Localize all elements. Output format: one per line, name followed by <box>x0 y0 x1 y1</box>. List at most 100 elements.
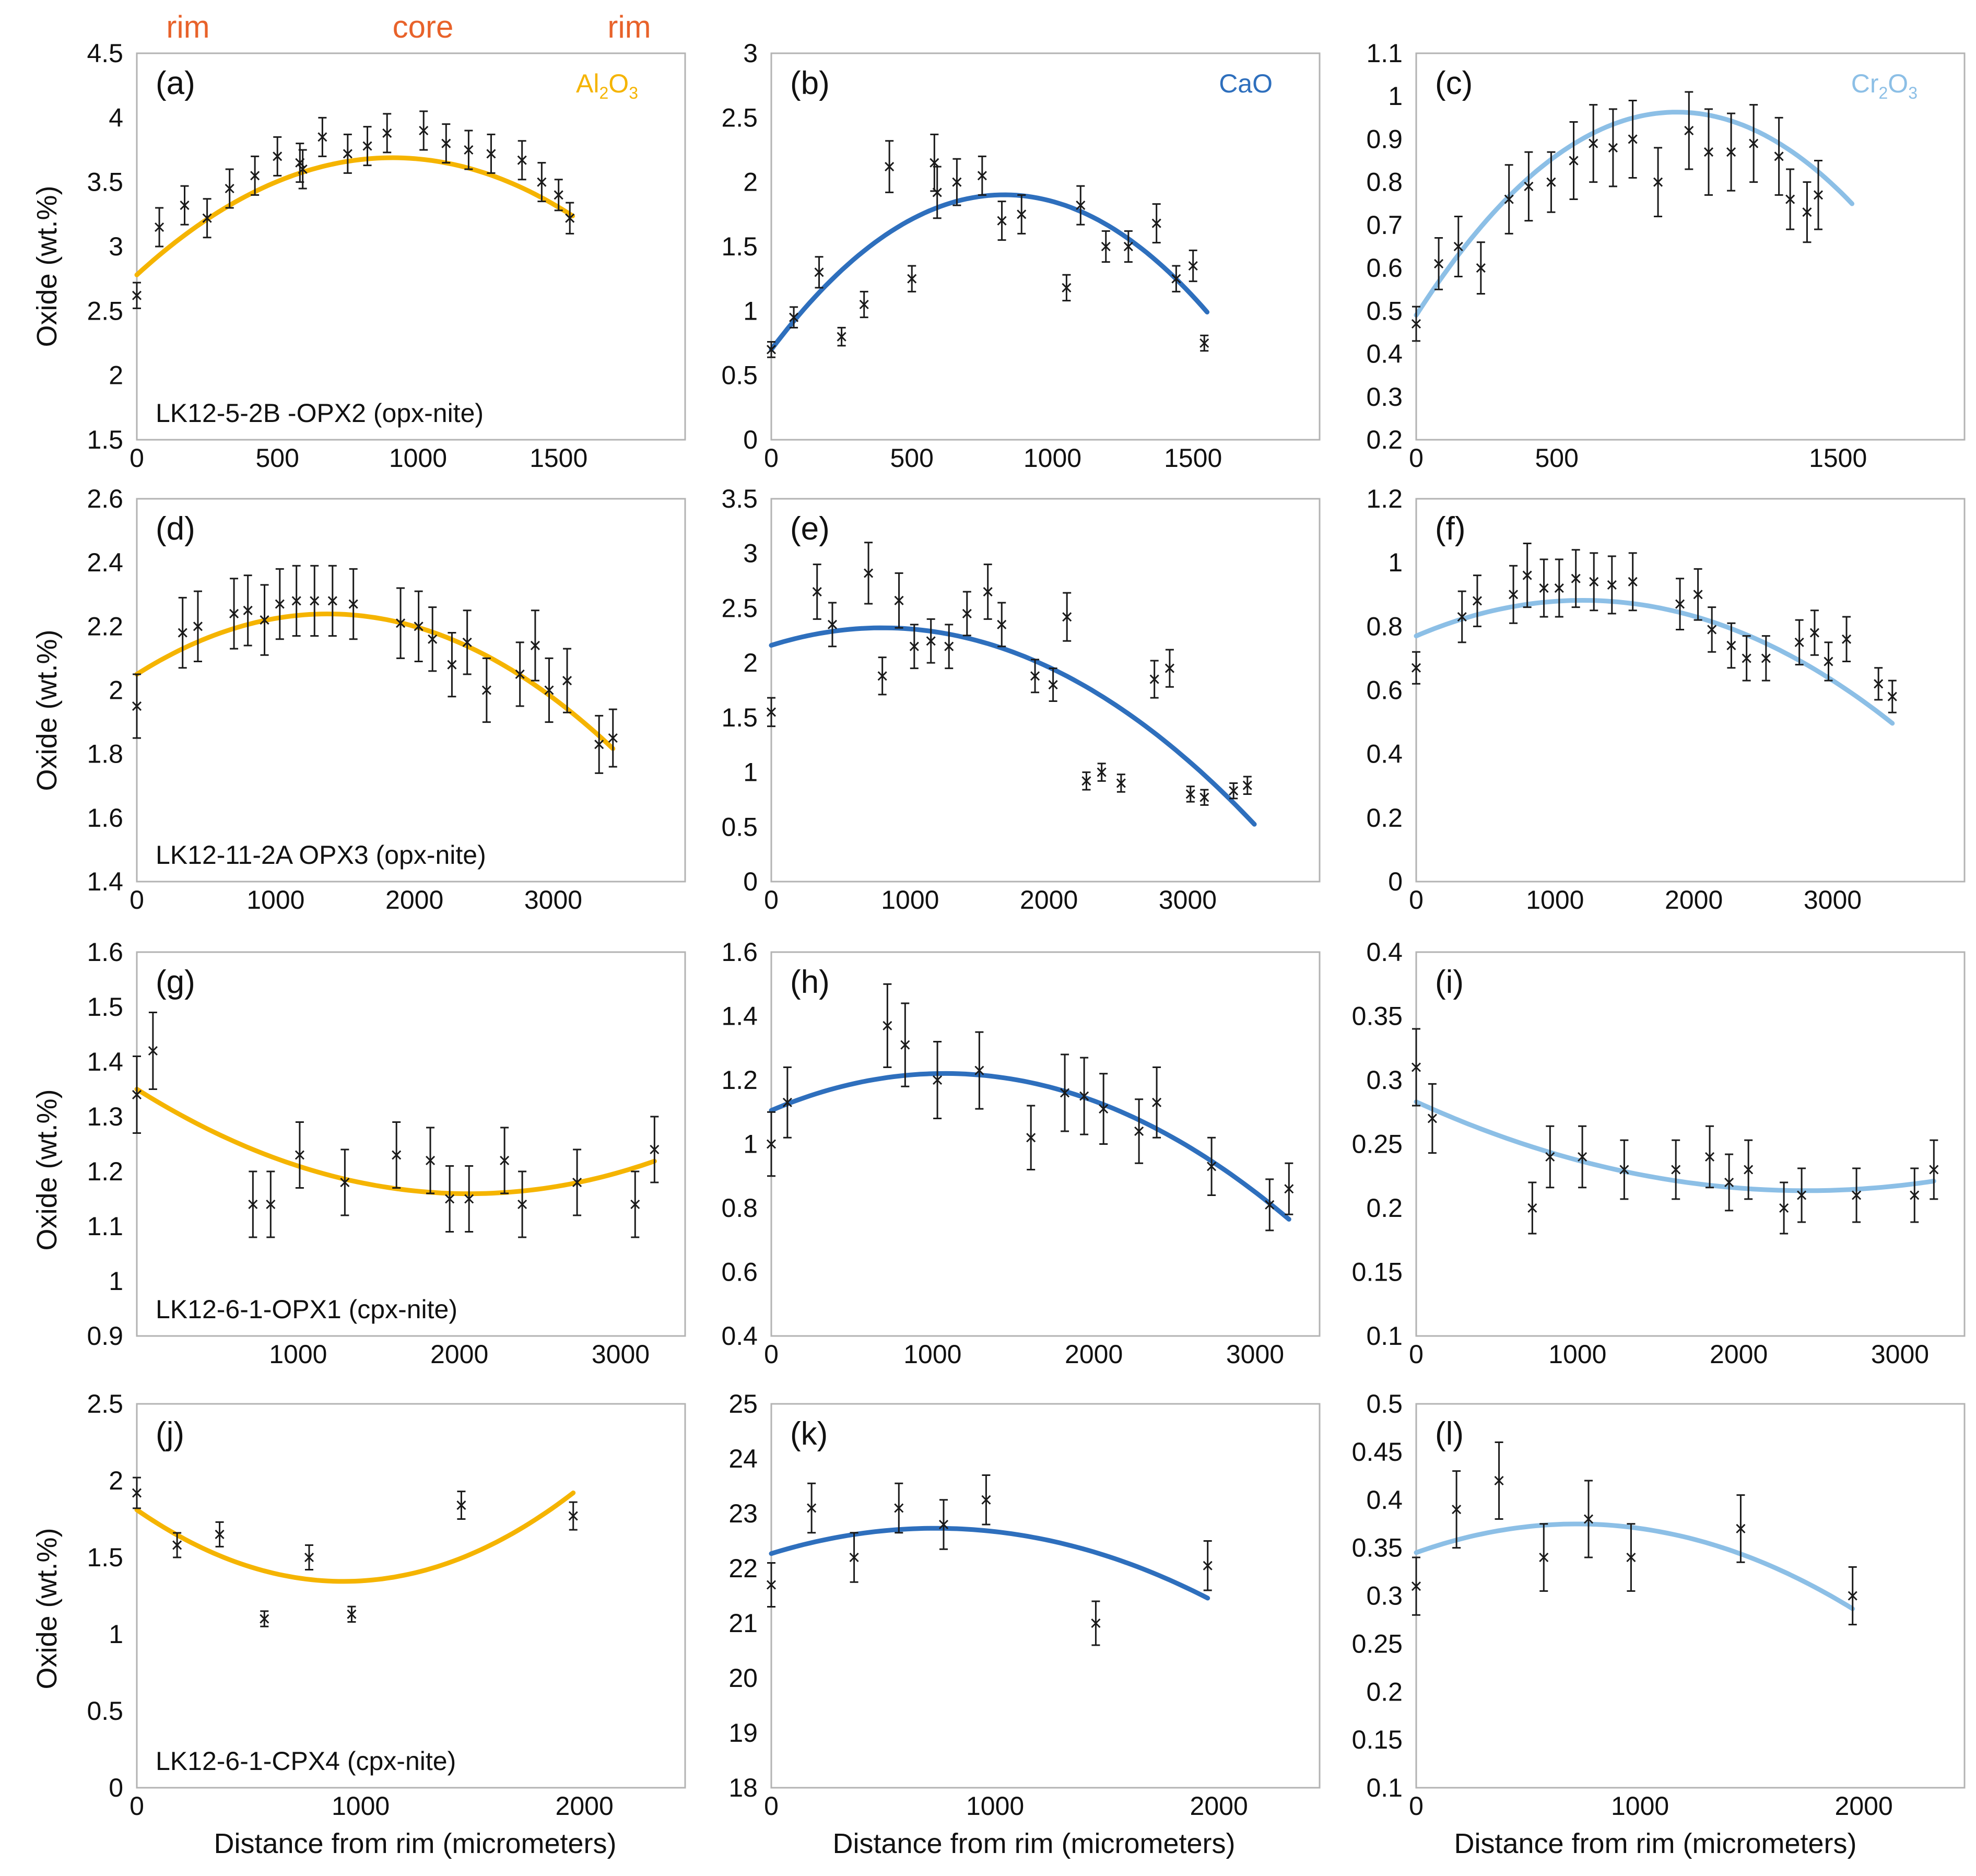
point-marker <box>997 216 1007 226</box>
point-marker <box>944 641 954 651</box>
data-point <box>132 1056 142 1134</box>
point-marker <box>814 267 824 277</box>
plot-frame <box>1415 498 1966 883</box>
data-point <box>1671 1139 1681 1200</box>
point-marker <box>894 595 904 605</box>
x-tick-label: 3000 <box>1871 1340 1929 1369</box>
fit-curve <box>134 1490 576 1584</box>
x-tick-label: 3000 <box>592 1340 650 1369</box>
data-point <box>572 1148 582 1216</box>
point-marker <box>650 1144 660 1155</box>
oxide-label: CaO <box>1219 69 1273 98</box>
data-point <box>1736 1494 1746 1563</box>
fit-curve <box>769 1071 1291 1222</box>
panel-label: (d) <box>156 511 195 547</box>
point-marker <box>481 685 491 695</box>
y-tick-label: 2.5 <box>87 296 123 325</box>
point-marker <box>229 608 239 618</box>
point-marker <box>812 587 822 597</box>
data-point <box>544 657 554 723</box>
point-marker <box>997 619 1007 629</box>
y-tick-label: 3 <box>743 539 758 568</box>
data-point <box>202 198 212 239</box>
point-marker <box>1707 625 1717 635</box>
point-marker <box>250 171 260 181</box>
point-marker <box>933 1075 943 1085</box>
point-marker <box>180 201 190 210</box>
data-point <box>515 641 525 707</box>
plot-frame <box>770 498 1321 883</box>
data-point <box>1504 164 1514 235</box>
sample-label: LK12-6-1-CPX4 (cpx-nite) <box>156 1746 456 1776</box>
data-point <box>1030 659 1040 694</box>
point-marker <box>1076 201 1086 210</box>
data-point <box>1207 1136 1217 1196</box>
point-marker <box>1030 671 1040 681</box>
panel-h: 0.4 0.6 0.8 1 1.2 1.4 1.6 0 1000 2000 3000 (h) <box>721 937 1321 1369</box>
x-tick-label: 2000 <box>1020 885 1078 914</box>
data-point <box>243 574 253 647</box>
x-tick-label: 0 <box>764 443 779 473</box>
data-point <box>907 265 917 292</box>
point-marker <box>938 1519 949 1530</box>
data-point <box>1824 641 1833 682</box>
data-point <box>225 168 234 209</box>
x-tick-label: 0 <box>1409 443 1424 473</box>
y-tick-label: 1.1 <box>1366 39 1403 68</box>
data-point <box>1910 1167 1920 1223</box>
point-marker <box>1761 653 1771 663</box>
point-marker <box>1452 1505 1462 1515</box>
data-point <box>766 1562 777 1608</box>
point-marker <box>348 599 358 609</box>
point-marker <box>1434 259 1444 268</box>
point-marker <box>1539 583 1549 593</box>
panel-k: 18 19 20 21 22 23 24 25 0 1000 2000 (k) <box>728 1389 1321 1821</box>
data-point <box>1101 230 1111 263</box>
x-tick-label: 1000 <box>332 1791 390 1821</box>
fit-curve <box>134 611 616 751</box>
data-point <box>1628 99 1638 179</box>
y-tick-label: 2 <box>743 168 758 197</box>
data-point <box>1545 1125 1555 1189</box>
y-tick-label: 0.15 <box>1352 1258 1403 1287</box>
point-marker <box>193 622 203 631</box>
data-point <box>462 609 472 675</box>
data-point <box>1813 160 1824 230</box>
y-tick-label: 0.3 <box>1366 382 1403 412</box>
point-marker <box>1554 583 1564 593</box>
data-point <box>1626 1523 1636 1592</box>
data-point <box>1774 116 1784 196</box>
x-tick-label: 1000 <box>966 1791 1024 1821</box>
y-tick-label: 19 <box>728 1718 758 1748</box>
y-tick-label: 4 <box>109 103 123 132</box>
y-tick-label: 0.35 <box>1352 1533 1403 1563</box>
point-marker <box>554 190 563 200</box>
x-tick-label: 0 <box>1409 1340 1424 1369</box>
data-point <box>1185 785 1195 803</box>
x-tick-label: 1000 <box>246 885 304 914</box>
data-point <box>1151 203 1161 244</box>
y-tick-label: 1.2 <box>87 1157 123 1186</box>
sample-label: LK12-11-2A OPX3 (opx-nite) <box>156 840 486 870</box>
y-tick-label: 22 <box>728 1554 758 1583</box>
y-tick-label: 3 <box>743 39 758 68</box>
y-tick-label: 1 <box>743 1130 758 1159</box>
point-marker <box>885 162 895 172</box>
x-tick-label: 1500 <box>1809 443 1867 473</box>
point-marker <box>568 1511 578 1521</box>
y-tick-label: 2 <box>743 648 758 677</box>
data-point <box>1062 274 1072 302</box>
x-tick-label: 0 <box>130 885 144 914</box>
data-point <box>1742 635 1751 682</box>
y-tick-label: 0.1 <box>1366 1773 1403 1802</box>
data-point <box>1578 1125 1587 1189</box>
plot-frame <box>136 1403 686 1789</box>
point-marker <box>392 1150 402 1160</box>
y-tick-label: 21 <box>728 1609 758 1638</box>
y-tick-label: 0.25 <box>1352 1130 1403 1159</box>
fit-curve <box>769 192 1210 352</box>
data-point <box>1809 609 1819 656</box>
data-point <box>1134 1098 1144 1164</box>
y-tick-label: 0.45 <box>1352 1437 1403 1467</box>
point-marker <box>1813 190 1824 200</box>
